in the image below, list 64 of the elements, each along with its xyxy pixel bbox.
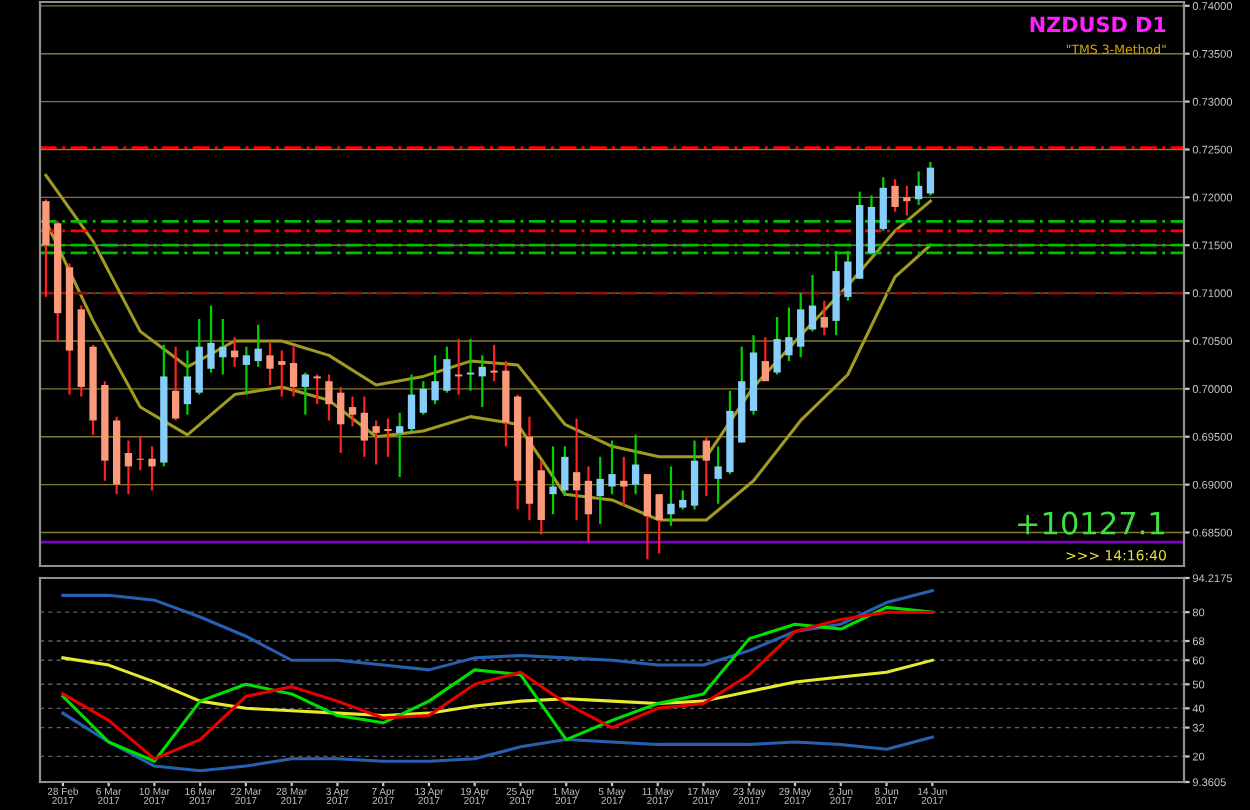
candlestick (561, 445, 569, 498)
candlestick (219, 317, 227, 376)
candlestick (337, 385, 345, 455)
candlestick (572, 417, 581, 522)
candlestick (171, 345, 180, 422)
candlestick (596, 455, 604, 525)
candlestick (879, 176, 887, 232)
candlestick (584, 465, 593, 544)
text: NZDUSD D1 (1030, 16, 1166, 33)
candlestick (761, 336, 769, 383)
candlestick (797, 291, 805, 359)
candlestick (773, 315, 781, 376)
candlestick (679, 489, 687, 511)
candlestick (384, 417, 392, 458)
candlestick (702, 435, 711, 498)
candlestick (667, 465, 675, 527)
candlestick (631, 433, 640, 496)
candlestick (325, 373, 333, 422)
candlestick (195, 317, 203, 396)
candlestick (891, 178, 899, 213)
candlestick (785, 306, 793, 363)
candlestick (289, 345, 298, 398)
candlestick (867, 194, 876, 256)
candlestick (266, 341, 274, 387)
candlestick (360, 395, 368, 458)
candlestick (490, 343, 498, 383)
candlestick (926, 160, 935, 197)
candlestick (301, 371, 310, 416)
candlestick (620, 455, 628, 507)
candlestick (820, 299, 828, 337)
candlestick (690, 439, 699, 511)
line-series (61, 711, 934, 773)
line-series (44, 173, 932, 459)
candlestick (42, 198, 50, 299)
candlestick (396, 411, 404, 479)
candlestick (183, 349, 192, 416)
line-series (61, 589, 934, 672)
candlestick (903, 184, 911, 217)
candlestick (914, 170, 923, 207)
annotation: +10127.1 (1018, 511, 1165, 535)
candlestick (419, 380, 427, 416)
candlestick (714, 445, 722, 505)
candlestick (313, 373, 321, 406)
candlestick (207, 304, 215, 374)
candlestick (478, 354, 486, 409)
candlestick (844, 249, 852, 302)
candlestick (278, 349, 286, 398)
candlestick (242, 345, 251, 396)
candlestick (431, 354, 439, 406)
candlestick (655, 493, 663, 555)
candlestick (348, 395, 357, 428)
candlestick (643, 472, 652, 561)
candlestick (455, 337, 463, 396)
candlestick (549, 445, 557, 516)
candlestick (136, 435, 144, 472)
candlestick (124, 439, 133, 496)
candlestick (372, 419, 380, 466)
candlestick (254, 323, 262, 368)
candlestick (443, 345, 451, 394)
candlestick (808, 273, 817, 333)
candlestick (148, 445, 156, 492)
line-series (61, 656, 934, 718)
candlestick (608, 439, 616, 496)
candlestick (407, 373, 416, 433)
